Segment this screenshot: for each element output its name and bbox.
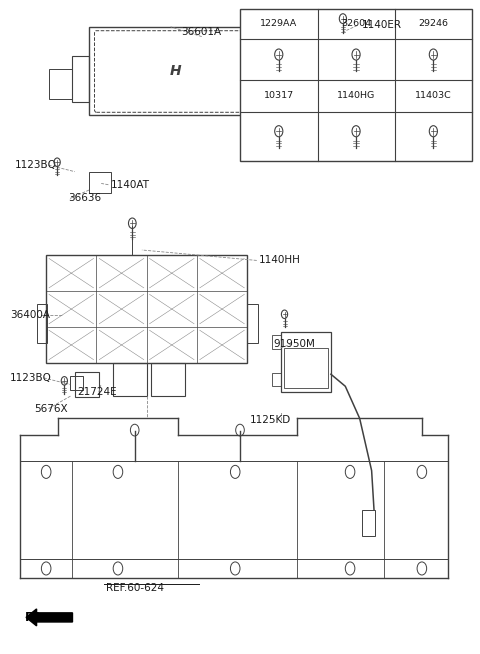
Text: 1140AT: 1140AT [111,180,150,190]
FancyBboxPatch shape [240,9,472,161]
Text: 1140HH: 1140HH [259,256,301,266]
Text: FR.: FR. [24,611,47,624]
FancyArrow shape [26,609,72,626]
Text: 10317: 10317 [264,92,294,101]
Text: 36400A: 36400A [10,310,50,320]
Text: 1125KD: 1125KD [250,415,291,424]
Text: 36601A: 36601A [181,27,222,37]
Text: 1123BQ: 1123BQ [10,373,52,383]
Text: REF.60-624: REF.60-624 [106,583,164,593]
Text: 1140ER: 1140ER [362,20,402,31]
Text: 11403C: 11403C [415,92,452,101]
Text: 91950M: 91950M [274,339,315,349]
Text: 36636: 36636 [68,194,101,203]
Text: H: H [169,64,181,78]
Text: 5676X: 5676X [34,404,68,413]
Text: 1140HG: 1140HG [337,92,375,101]
Text: 1123BQ: 1123BQ [15,160,57,170]
Text: 1229AA: 1229AA [260,19,298,28]
Text: 29246: 29246 [419,19,448,28]
Text: 32604: 32604 [341,19,371,28]
Text: 21724E: 21724E [77,387,117,397]
